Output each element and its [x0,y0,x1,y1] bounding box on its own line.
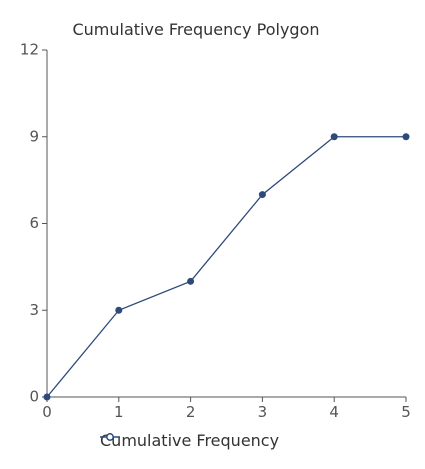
data-point [43,393,51,401]
data-point [187,277,195,285]
x-tick-label: 4 [329,403,339,421]
chart-title: Cumulative Frequency Polygon [72,20,320,39]
x-tick-label: 0 [42,403,52,421]
x-tick-label: 3 [258,403,268,421]
y-tick-label: 0 [29,388,39,406]
y-tick-label: 6 [29,214,39,232]
x-tick-label: 1 [114,403,124,421]
data-point [330,133,338,141]
y-tick-label: 9 [29,127,39,145]
legend-label: Cumulative Frequency [100,431,280,450]
y-tick-label: 12 [20,41,39,59]
series-line [46,136,406,398]
y-tick-label: 3 [29,301,39,319]
legend-line-marker-icon [100,433,120,441]
data-point [258,191,266,199]
data-point [402,133,410,141]
data-point [115,306,123,314]
x-tick-label: 5 [401,403,411,421]
x-tick-label: 2 [186,403,196,421]
legend[interactable]: Cumulative Frequency [100,431,279,450]
